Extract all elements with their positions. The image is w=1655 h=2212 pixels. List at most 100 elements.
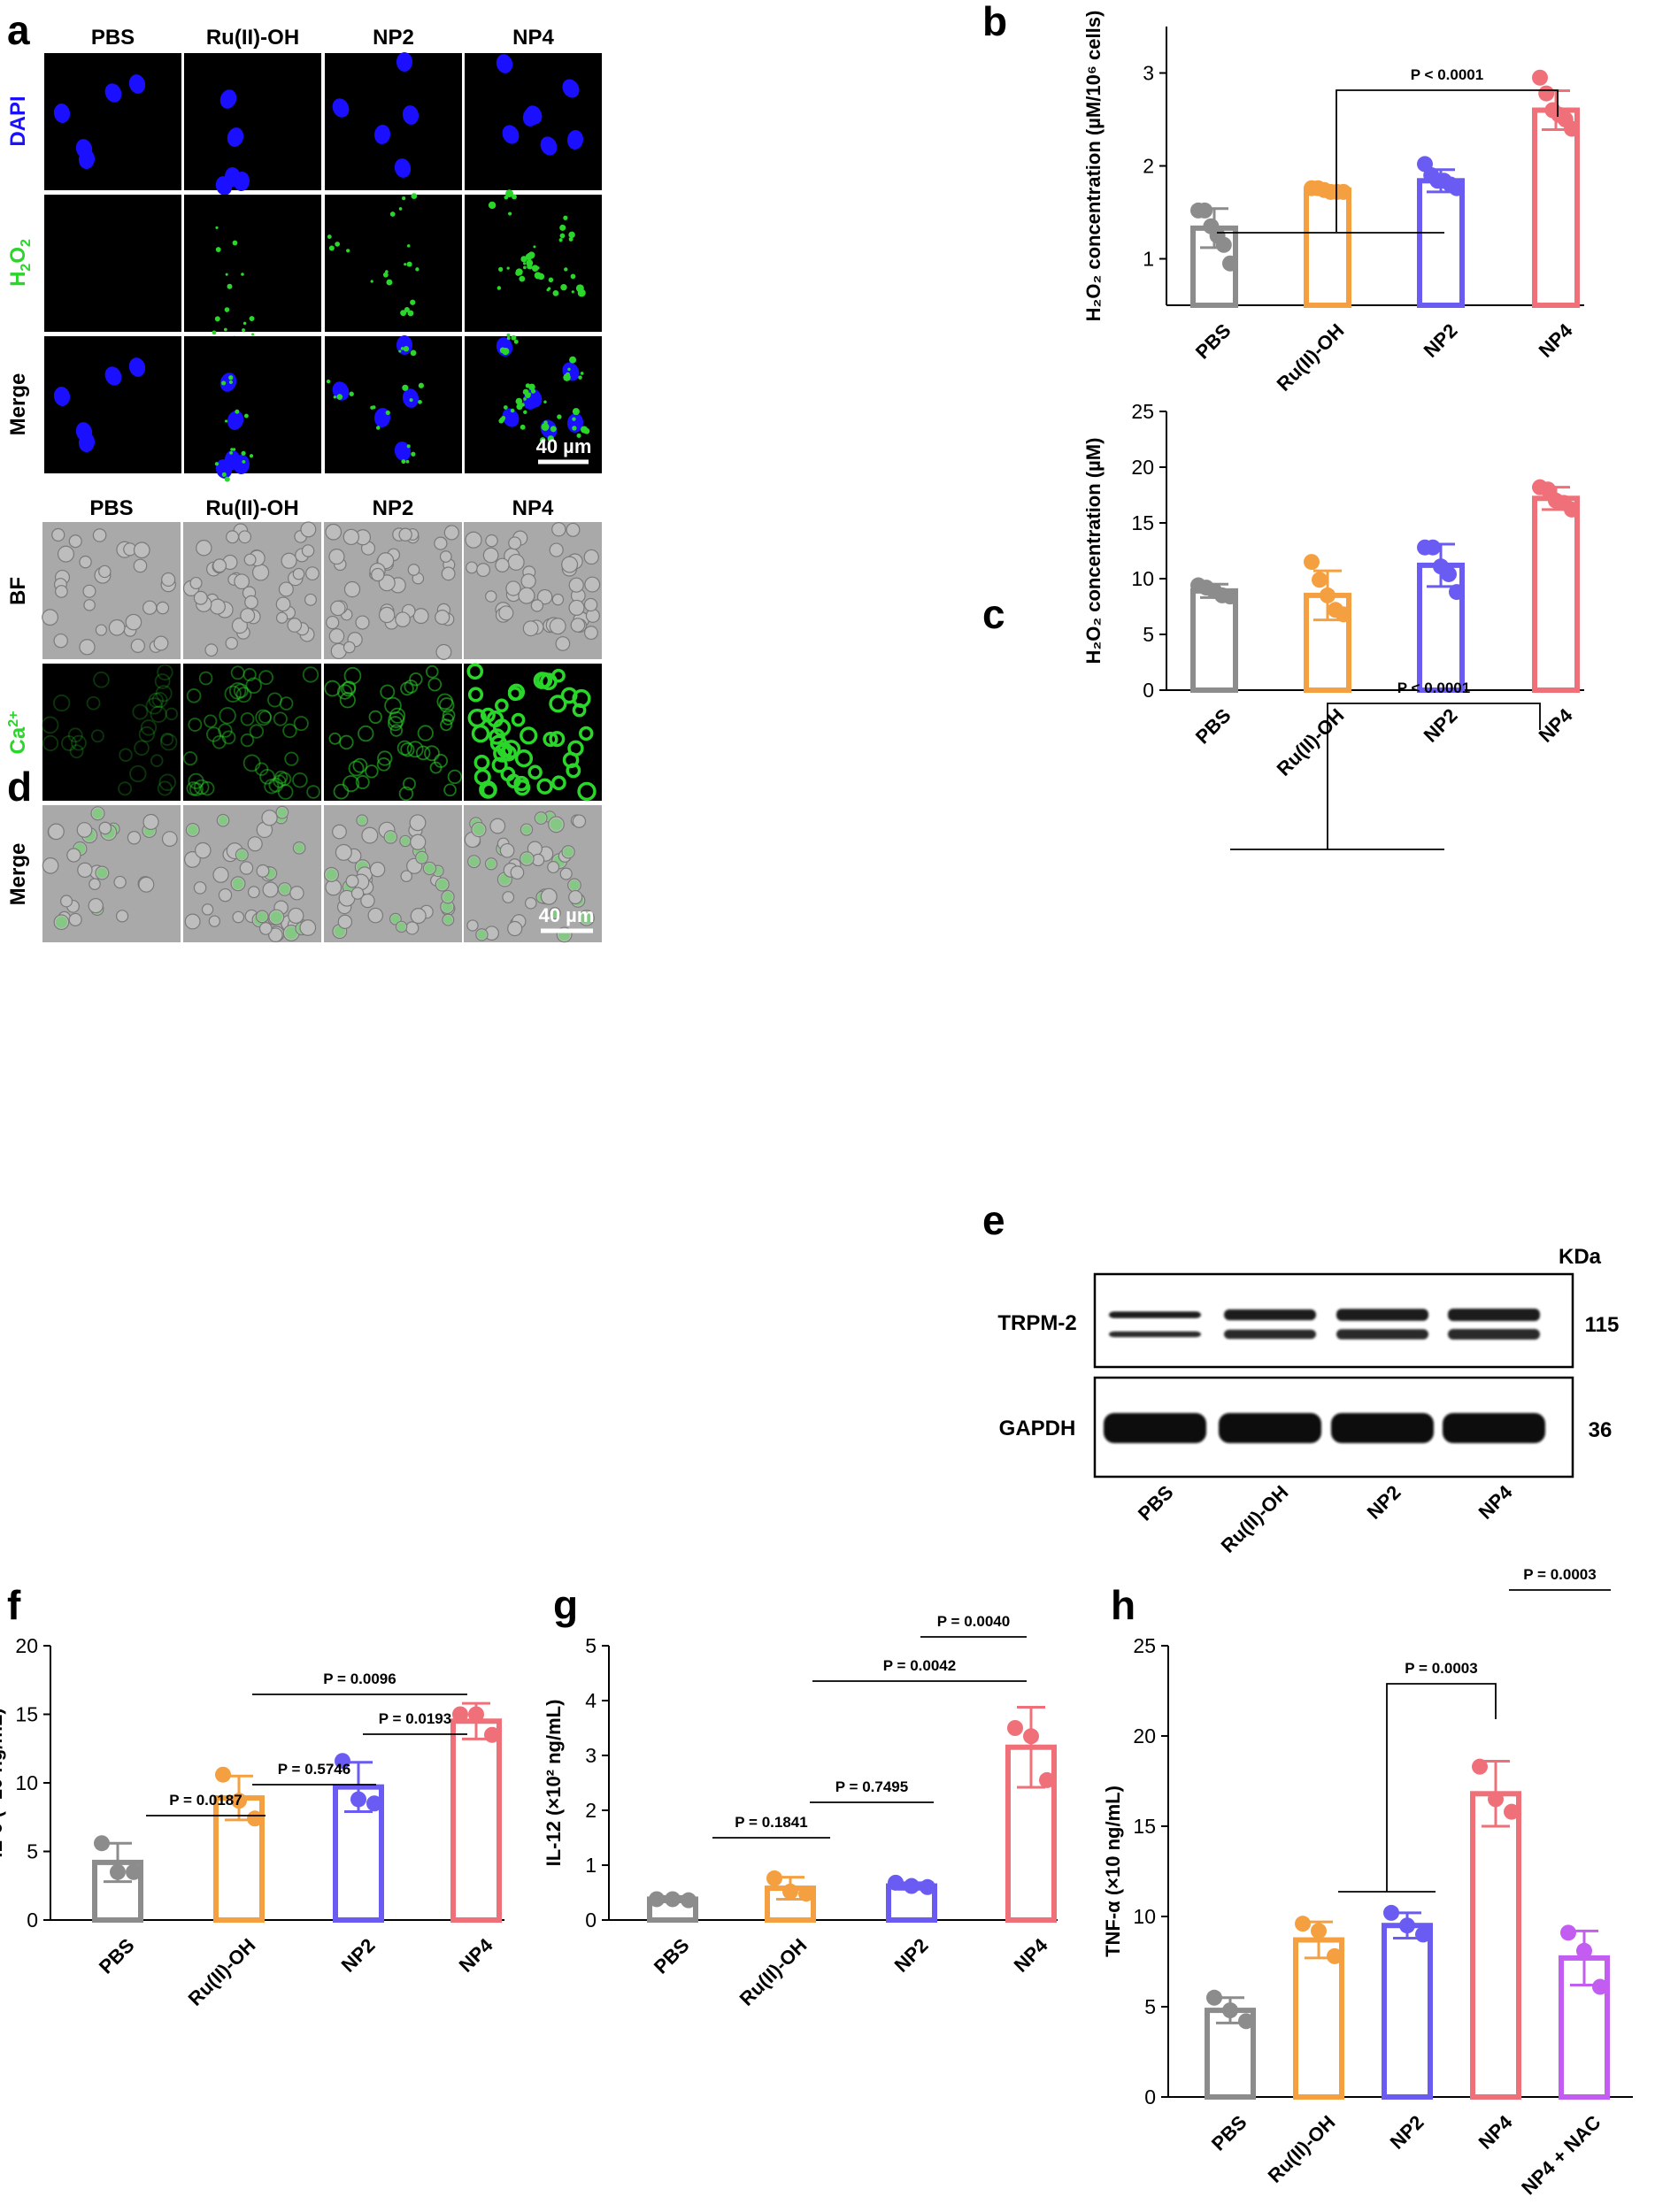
data-point (1238, 2013, 1254, 2030)
nucleus (215, 176, 233, 196)
cell-brightfield (485, 534, 498, 548)
nucleus (525, 105, 543, 125)
data-point (1472, 1758, 1488, 1775)
y-tick-label: 0 (1143, 679, 1154, 702)
cell-brightfield (583, 597, 598, 612)
y-tick-label: 3 (585, 1744, 597, 1767)
h2o2-signal (389, 211, 396, 217)
h2o2-signal (400, 310, 407, 317)
cell-brightfield (568, 577, 584, 593)
h2o2-signal (336, 394, 343, 400)
h2o2-signal (400, 347, 404, 350)
cell-brightfield (502, 891, 515, 903)
cell-ca-signal (306, 785, 320, 799)
merge-signal (96, 867, 108, 879)
merge-signal (385, 832, 396, 842)
cell-ca-signal (284, 751, 299, 766)
cell-brightfield (55, 585, 68, 598)
cell-ca-signal (182, 751, 198, 766)
y-tick-label: 0 (1144, 2085, 1156, 2108)
h2o2-signal (335, 242, 341, 247)
cell-ca-signal (403, 777, 416, 791)
merge-signal (417, 852, 427, 863)
nucleus (502, 408, 520, 427)
panel-d-row-label-merge: Merge (6, 843, 30, 906)
cell-brightfield (226, 530, 240, 544)
h2o2-signal (527, 392, 531, 396)
data-point (1564, 120, 1580, 137)
cell-ca-signal (160, 733, 178, 751)
h2o2-signal (572, 408, 580, 416)
cell-brightfield (572, 814, 587, 828)
cell-brightfield (275, 611, 289, 624)
cell-ca-signal (352, 757, 368, 773)
panel-d-col-label: NP2 (373, 496, 414, 520)
x-tick-label: NP2 (1420, 704, 1462, 747)
h2o2-signal (214, 462, 219, 466)
cell-ca-signal (417, 725, 434, 741)
cell-brightfield (326, 615, 340, 630)
cell-ca-signal (240, 711, 255, 726)
h2o2-signal (550, 426, 557, 433)
cell-ca-signal (255, 762, 269, 776)
cell-ca-signal (273, 711, 288, 726)
h2o2-signal (382, 272, 389, 278)
cell-brightfield (551, 522, 566, 537)
h2o2-signal (398, 349, 402, 353)
x-tick-label: NP2 (337, 1934, 380, 1977)
y-tick-label: 0 (585, 1909, 597, 1932)
y-tick-label: 15 (1133, 1815, 1156, 1838)
cell-ca-signal (491, 757, 508, 773)
h2o2-signal (571, 290, 574, 294)
cell-brightfield (547, 861, 560, 874)
h2o2-signal (327, 234, 332, 239)
data-point (1023, 1728, 1039, 1745)
cell-ca-signal (466, 663, 484, 680)
sig-bracket (1386, 1683, 1497, 1892)
panel-a-row-label-merge: Merge (6, 373, 30, 436)
y-tick-label: 1 (1143, 248, 1154, 271)
cell-ca-signal (235, 687, 252, 703)
data-point (798, 1886, 814, 1902)
y-tick-label: 10 (1131, 567, 1154, 590)
h2o2-signal (581, 426, 589, 434)
sig-line-1-label: P = 0.1841 (735, 1814, 807, 1831)
sig-line-2-label: P = 0.7495 (835, 1778, 908, 1795)
cell-brightfield (332, 824, 347, 840)
cell-ca-signal (157, 780, 173, 796)
cell-brightfield (42, 857, 59, 874)
cell-brightfield (343, 641, 356, 654)
h2o2-signal (506, 266, 510, 270)
h2o2-signal (230, 448, 234, 451)
x-tick-label: Ru(II)-OH (184, 1934, 260, 2010)
h2o2-signal (520, 256, 527, 263)
cell-brightfield (251, 564, 270, 581)
h2o2-signal (403, 346, 410, 352)
micrograph-tile (325, 336, 462, 473)
merge-signal (279, 884, 290, 895)
merge-signal (569, 879, 580, 891)
micrograph-tile (183, 664, 321, 801)
h2o2-signal (564, 267, 568, 272)
h2o2-signal (537, 273, 545, 280)
data-point (126, 1863, 142, 1880)
cell-brightfield (466, 919, 479, 932)
data-point (1215, 236, 1232, 253)
cell-brightfield (98, 565, 112, 579)
scale-bar-label: 40 µm (539, 904, 595, 926)
cell-ca-signal (200, 780, 215, 796)
y-tick-label: 20 (15, 1634, 38, 1657)
cell-brightfield (495, 557, 510, 572)
cell-brightfield (278, 581, 294, 597)
data-point (335, 1753, 350, 1770)
sig-bracket (1327, 703, 1541, 849)
merge-signal (424, 863, 435, 874)
h2o2-signal (375, 426, 381, 430)
cell-ca-signal (165, 707, 178, 721)
cell-ca-signal (368, 710, 382, 725)
h2o2-signal (559, 233, 566, 239)
data-point (247, 1810, 263, 1827)
nucleus (540, 136, 558, 156)
cell-ca-signal (154, 673, 171, 689)
nucleus (78, 433, 96, 452)
